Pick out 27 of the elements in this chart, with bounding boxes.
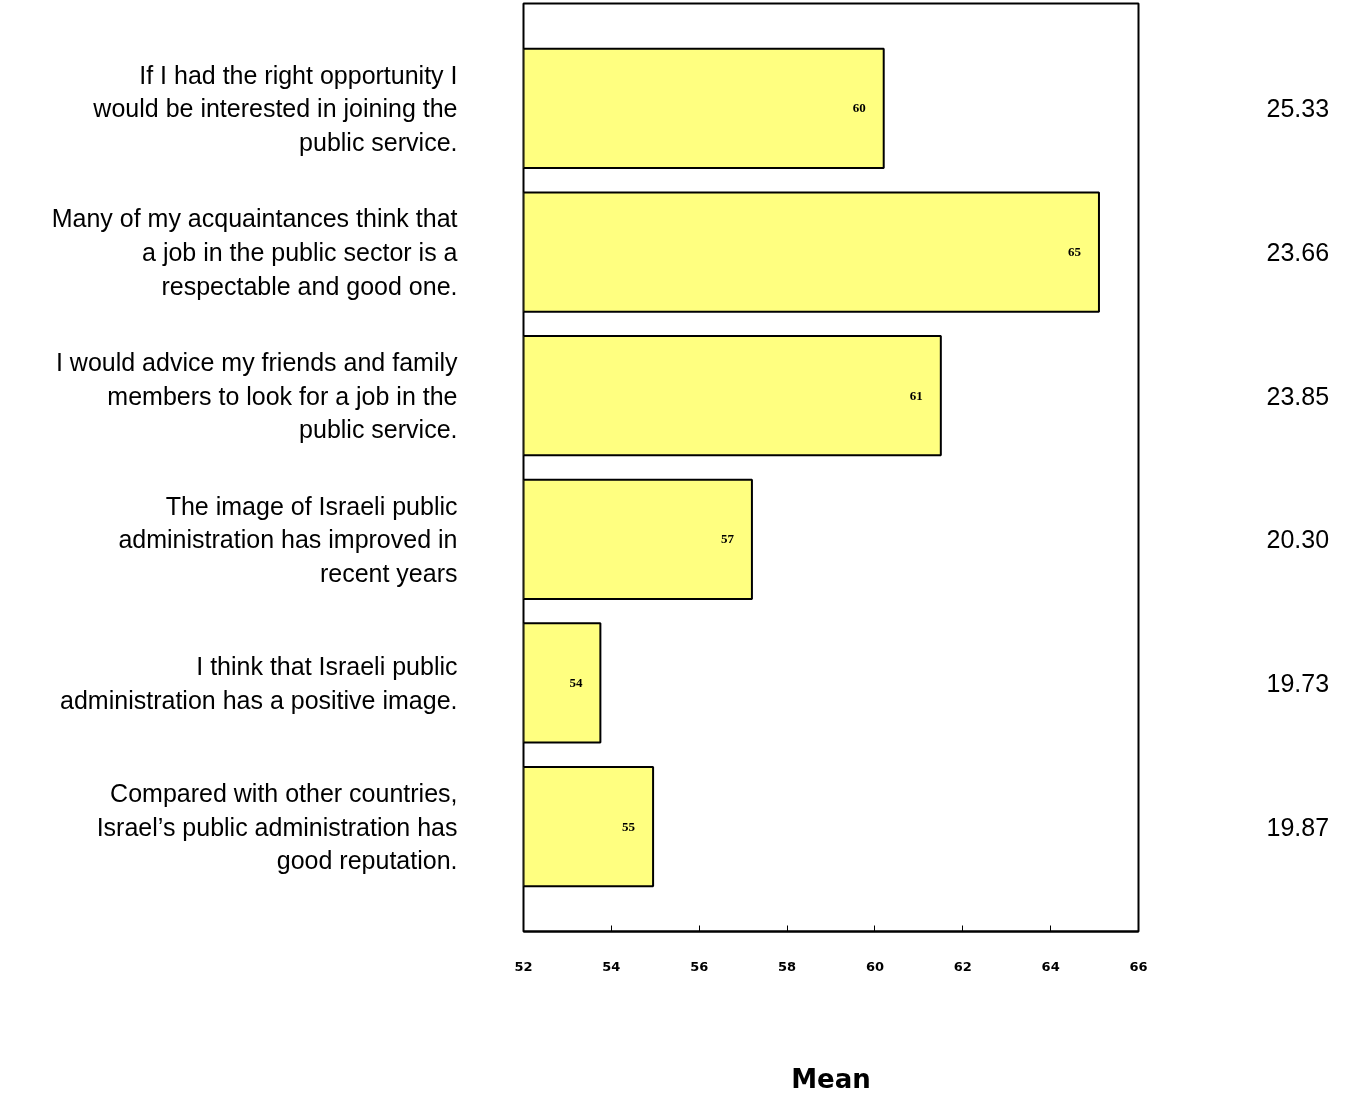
- x-tick-label: 60: [865, 958, 884, 974]
- data-label: 54: [569, 674, 583, 690]
- y-tick-label: I would advice my friends and family members to look for a job in the public service.: [55, 348, 458, 444]
- y-tick-label: If I had the right opportunity I would be interested in joining the public service.: [92, 60, 458, 156]
- x-tick-label: 62: [953, 958, 972, 974]
- data-label: 60: [852, 100, 866, 116]
- y-tick-label: I think that Israeli public administration has a positive image.: [60, 652, 458, 714]
- x-tick-label: 54: [602, 958, 621, 974]
- y-tick-label: The image of Israeli public administration has improved in recent years: [118, 491, 458, 587]
- text: 25.33: [1266, 94, 1330, 123]
- y-tick-label: Many of my acquaintances think that a job in the public sector is a respectable and good one.: [51, 204, 458, 300]
- x-tick-label: 56: [690, 958, 709, 974]
- x-tick-label: 52: [514, 958, 533, 974]
- text: 23.85: [1266, 381, 1330, 410]
- data-label: 57: [720, 531, 735, 547]
- x-tick-label: 64: [1041, 958, 1060, 974]
- text: 19.87: [1266, 812, 1330, 841]
- text: 19.73: [1266, 668, 1330, 697]
- text: 20.30: [1266, 525, 1330, 554]
- text: 23.66: [1266, 238, 1330, 267]
- x-tick-label: 66: [1129, 958, 1148, 974]
- data-label: 61: [909, 387, 923, 403]
- y-tick-label: Compared with other countries, Israel’s public administration has good reputation.: [96, 779, 458, 875]
- data-label: 65: [1067, 244, 1082, 260]
- x-tick-label: 58: [778, 958, 797, 974]
- data-label: 55: [622, 818, 636, 834]
- x-axis-title: Mean: [791, 1063, 871, 1094]
